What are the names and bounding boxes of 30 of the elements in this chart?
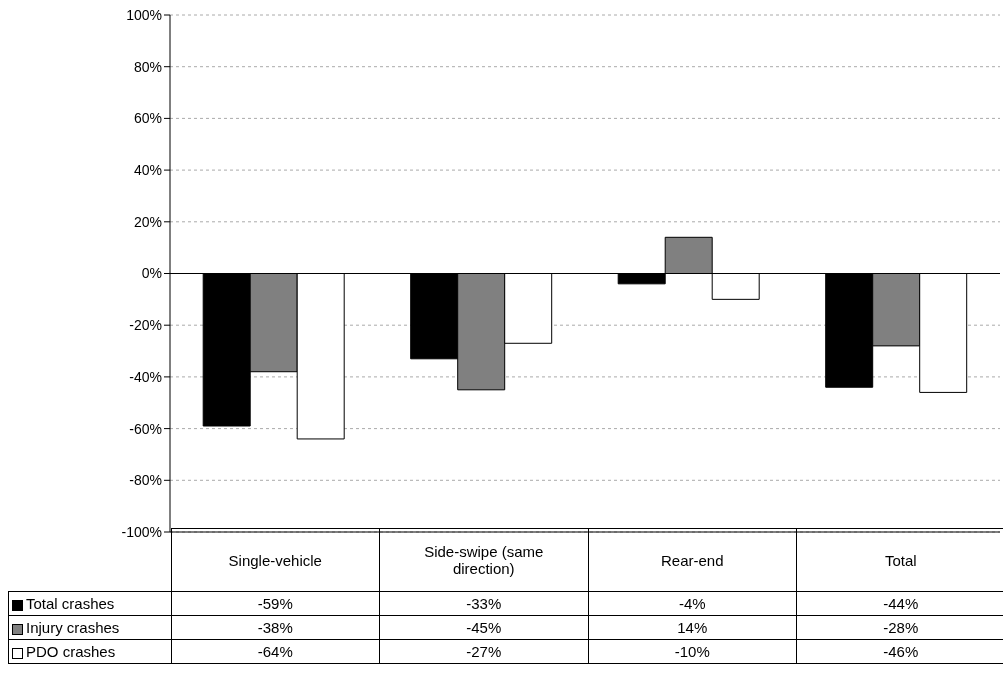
data-label: -44% bbox=[796, 591, 1003, 616]
y-tick-label: -100% bbox=[121, 523, 162, 540]
y-tick-label: 60% bbox=[133, 110, 162, 127]
y-tick-label: 0% bbox=[141, 265, 162, 282]
y-tick-label: -20% bbox=[129, 317, 162, 334]
data-label: -38% bbox=[171, 615, 380, 640]
data-label: -27% bbox=[379, 639, 588, 664]
legend-label: Injury crashes bbox=[8, 615, 171, 640]
legend-label: PDO crashes bbox=[8, 639, 171, 664]
data-label: -45% bbox=[379, 615, 588, 640]
y-tick-label: -80% bbox=[129, 472, 162, 489]
x-tick-label: Rear-end bbox=[660, 551, 724, 569]
y-tick-label: -60% bbox=[129, 420, 162, 437]
data-label: -33% bbox=[379, 591, 588, 616]
y-tick-label: 40% bbox=[133, 162, 162, 179]
y-tick-label: 100% bbox=[126, 6, 162, 23]
data-label: -4% bbox=[588, 591, 797, 616]
y-tick-label: 20% bbox=[133, 213, 162, 230]
data-label: -28% bbox=[796, 615, 1003, 640]
legend-label: Total crashes bbox=[8, 591, 171, 616]
x-tick-label: Single-vehicle bbox=[228, 551, 322, 569]
x-tick-label: Total bbox=[884, 551, 917, 569]
y-tick-label: -40% bbox=[129, 368, 162, 385]
y-tick-label: 80% bbox=[133, 58, 162, 75]
data-label: -10% bbox=[588, 639, 797, 664]
data-label: -64% bbox=[171, 639, 380, 664]
x-tick-label: Side-swipe (same direction) bbox=[423, 543, 545, 577]
data-label: 14% bbox=[588, 615, 797, 640]
data-label: -59% bbox=[171, 591, 380, 616]
data-label: -46% bbox=[796, 639, 1003, 664]
